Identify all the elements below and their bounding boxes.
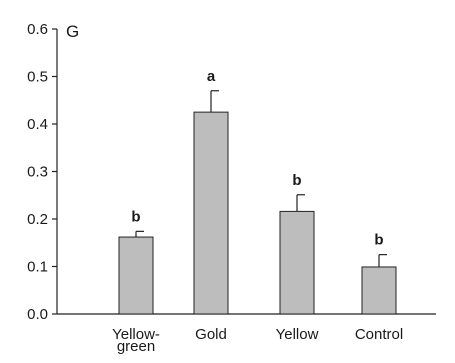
y-tick-label: 0.2	[27, 211, 48, 228]
bar	[361, 266, 397, 315]
y-tick-label: 0.3	[27, 164, 48, 181]
bars	[118, 111, 397, 315]
significance-label: b	[374, 232, 383, 249]
significance-labels: b a b b	[131, 68, 383, 249]
significance-label: b	[292, 172, 301, 189]
category-label: Yellow-	[112, 326, 160, 343]
y-ticks: 0.0 0.1 0.2 0.3 0.4 0.5 0.6	[27, 21, 57, 323]
error-bars	[135, 90, 387, 267]
category-labels: Yellow-green Gold Yellow Control	[112, 326, 403, 355]
significance-label: a	[207, 68, 216, 85]
bar	[279, 210, 315, 315]
category-label: Gold	[195, 326, 227, 343]
y-tick-label: 0.1	[27, 259, 48, 276]
y-tick-label: 0.4	[27, 116, 48, 133]
category-label: Yellow	[276, 326, 319, 343]
category-label: Control	[355, 326, 403, 343]
y-tick-label: 0.6	[27, 21, 48, 38]
bar	[193, 111, 229, 315]
y-tick-label: 0.5	[27, 69, 48, 86]
significance-label: b	[131, 208, 140, 225]
y-tick-label: 0.0	[27, 306, 48, 323]
panel-label: G	[66, 22, 79, 41]
category-label: green	[117, 338, 155, 355]
bar	[118, 236, 154, 315]
